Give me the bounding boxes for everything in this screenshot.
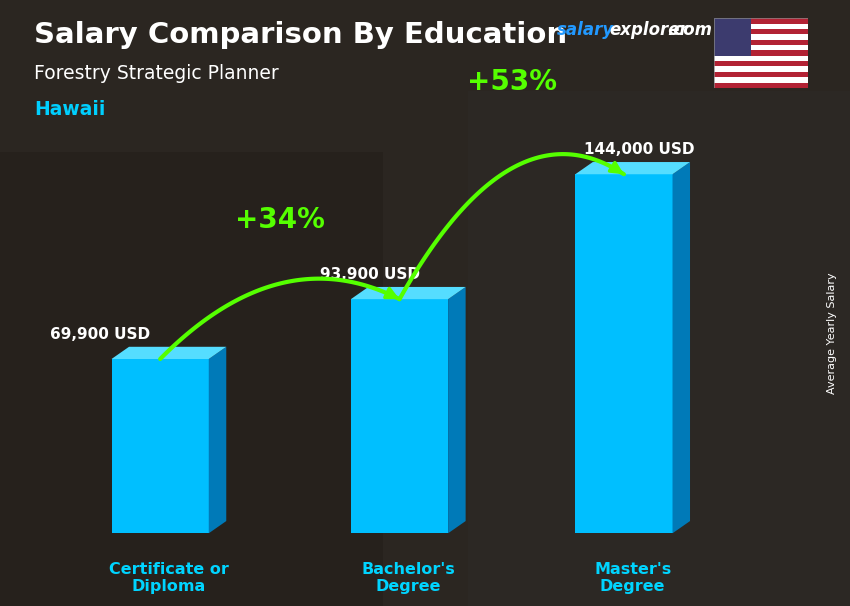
Text: 93,900 USD: 93,900 USD [320,267,420,282]
Text: 144,000 USD: 144,000 USD [584,142,694,157]
Bar [714,82,808,88]
Polygon shape [351,287,466,299]
Polygon shape [672,162,690,533]
Bar [0,152,382,606]
Bar [575,175,672,533]
Bar [714,50,808,56]
Bar [714,35,808,39]
Bar [714,45,808,50]
Bar [714,77,808,82]
Text: 69,900 USD: 69,900 USD [50,327,150,342]
Polygon shape [448,287,466,533]
Text: explorer: explorer [609,21,688,39]
Text: Master's
Degree: Master's Degree [594,562,672,594]
Bar [714,18,751,56]
Text: Certificate or
Diploma: Certificate or Diploma [109,562,229,594]
Text: Salary Comparison By Education: Salary Comparison By Education [34,21,567,49]
Polygon shape [111,347,226,359]
Text: Forestry Strategic Planner: Forestry Strategic Planner [34,64,279,82]
Bar [714,72,808,77]
Bar [714,18,808,24]
Text: salary: salary [557,21,614,39]
Bar [714,56,808,61]
Text: Hawaii: Hawaii [34,100,105,119]
Bar [714,67,808,72]
Bar [351,299,448,533]
Bar [714,24,808,29]
Text: .com: .com [667,21,712,39]
Bar [714,39,808,45]
Bar [714,29,808,35]
Text: +53%: +53% [467,68,557,96]
Text: Average Yearly Salary: Average Yearly Salary [827,273,837,394]
Text: Bachelor's
Degree: Bachelor's Degree [361,562,455,594]
Polygon shape [575,162,690,175]
Text: +34%: +34% [235,205,325,234]
Bar [714,61,808,67]
Bar [111,359,209,533]
Bar [468,91,850,606]
Polygon shape [209,347,226,533]
